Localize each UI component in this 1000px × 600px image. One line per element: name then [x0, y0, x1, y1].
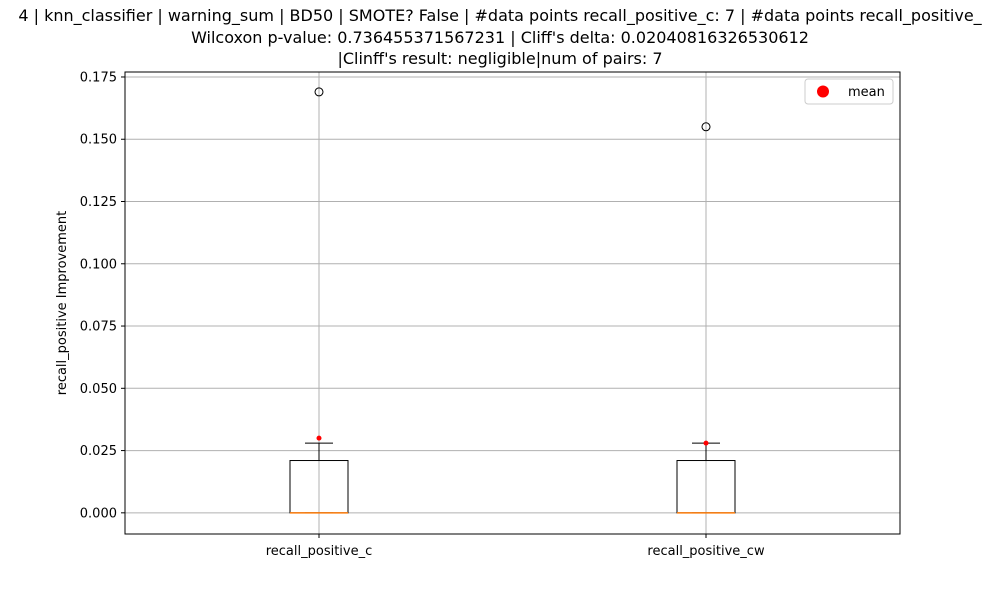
outlier-point [314, 87, 324, 97]
mean-point [316, 435, 322, 441]
y-tick-label: 0.125 [80, 195, 117, 210]
chart-title-line-3: |Clinff's result: negligible|num of pair… [337, 49, 663, 68]
y-tick-label: 0.000 [80, 506, 117, 521]
legend: mean [804, 78, 894, 105]
y-tick-label: 0.075 [80, 320, 117, 335]
x-tick-label: recall_positive_cw [647, 544, 765, 559]
y-tick-label: 0.050 [80, 382, 117, 397]
chart-title-line-1: 4 | knn_classifier | warning_sum | BD50 … [18, 6, 982, 25]
box-recall_positive_c [289, 87, 349, 514]
mean-point [703, 440, 709, 446]
box-recall_positive_cw [676, 122, 736, 514]
legend-mean-marker [817, 85, 829, 98]
y-axis-label: recall_positive Improvement [55, 211, 70, 395]
legend-frame [804, 78, 894, 105]
y-tick-label: 0.025 [80, 444, 117, 459]
outlier-point [701, 122, 711, 132]
x-tick-label: recall_positive_c [266, 544, 373, 559]
plot-frame [124, 71, 901, 535]
y-tick-label: 0.100 [80, 257, 117, 272]
chart-title-line-2: Wilcoxon p-value: 0.736455371567231 | Cl… [191, 28, 809, 47]
y-tick-label: 0.175 [80, 70, 117, 85]
legend-mean-label: mean [848, 85, 885, 100]
y-tick-label: 0.150 [80, 133, 117, 148]
